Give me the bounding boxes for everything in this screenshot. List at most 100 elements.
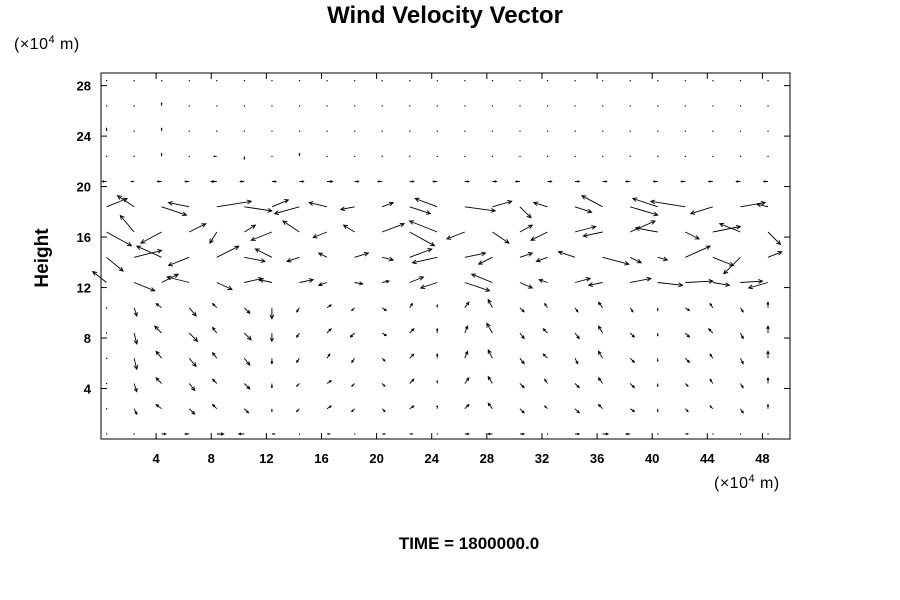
wind-vector-arrow bbox=[740, 408, 744, 414]
wind-vector-arrow bbox=[597, 403, 603, 410]
wind-vector-arrow bbox=[211, 351, 218, 359]
wind-vector-arrow bbox=[436, 303, 439, 308]
wind-vector-arrow bbox=[519, 224, 534, 233]
wind-vector-arrow bbox=[519, 408, 525, 414]
wind-vector-arrow bbox=[381, 332, 388, 337]
wind-vector-arrow bbox=[216, 282, 233, 290]
wind-vector-dot bbox=[519, 105, 521, 107]
wind-vector-arrow bbox=[519, 282, 534, 289]
wind-vector-arrow bbox=[188, 357, 197, 368]
wind-vector-arrow bbox=[299, 180, 305, 183]
wind-vector-arrow bbox=[464, 251, 487, 258]
wind-vector-arrow bbox=[723, 256, 741, 275]
wind-vector-arrow bbox=[464, 180, 470, 183]
wind-vector-arrow bbox=[270, 383, 274, 389]
wind-vector-arrow bbox=[492, 231, 510, 244]
wind-vector-arrow bbox=[327, 180, 334, 184]
wind-vector-arrow bbox=[409, 302, 413, 308]
wind-vector-arrow bbox=[432, 180, 438, 183]
wind-vector-arrow bbox=[160, 102, 163, 106]
wind-vector-arrow bbox=[582, 231, 603, 238]
y-tick-label: 24 bbox=[77, 129, 92, 144]
wind-vector-arrow bbox=[624, 432, 631, 436]
wind-vector-arrow bbox=[629, 332, 636, 338]
wind-vector-arrow bbox=[286, 256, 300, 263]
wind-vector-arrow bbox=[597, 377, 603, 384]
wind-vector-dot bbox=[216, 130, 218, 132]
wind-vector-dot bbox=[381, 80, 383, 82]
wind-vector-dot bbox=[326, 105, 328, 107]
wind-vector-dot bbox=[767, 155, 769, 157]
wind-vector-dot bbox=[574, 80, 576, 82]
wind-vector-arrow bbox=[435, 327, 439, 333]
wind-vector-dot bbox=[602, 105, 604, 107]
wind-vector-arrow bbox=[684, 332, 691, 338]
wind-vector-dot bbox=[629, 130, 631, 132]
wind-vector-arrow bbox=[317, 282, 328, 287]
wind-vector-dot bbox=[298, 433, 301, 435]
wind-vector-arrow bbox=[656, 408, 659, 413]
wind-vector-dot bbox=[464, 105, 466, 107]
wind-vector-arrow bbox=[409, 206, 432, 215]
wind-vector-dot bbox=[133, 105, 135, 107]
wind-vector-arrow bbox=[349, 332, 355, 338]
wind-vector-arrow bbox=[106, 231, 133, 247]
wind-vector-arrow bbox=[211, 403, 218, 410]
y-tick-label: 16 bbox=[77, 230, 91, 245]
wind-vector-dot bbox=[243, 105, 246, 107]
wind-vector-dot bbox=[712, 80, 714, 82]
wind-vector-dot bbox=[629, 80, 631, 82]
wind-vector-arrow bbox=[602, 256, 630, 266]
wind-vector-arrow bbox=[419, 282, 438, 290]
wind-vector-arrow bbox=[133, 307, 138, 317]
wind-vector-arrow bbox=[271, 199, 290, 208]
wind-vector-arrow bbox=[212, 155, 217, 158]
wind-vector-dot bbox=[106, 80, 108, 82]
wind-vector-dot bbox=[684, 155, 686, 157]
wind-vector-arrow bbox=[409, 328, 415, 334]
wind-vector-dot bbox=[602, 80, 604, 82]
wind-vector-arrow bbox=[519, 252, 534, 258]
time-label: TIME = 1800000.0 bbox=[399, 534, 539, 553]
wind-vector-dot bbox=[188, 80, 190, 82]
wind-vector-arrow bbox=[160, 152, 163, 157]
wind-vector-arrow bbox=[574, 357, 579, 365]
wind-vector-arrow bbox=[597, 325, 603, 334]
wind-vector-arrow bbox=[464, 206, 497, 213]
wind-vector-dot bbox=[546, 80, 549, 82]
wind-vector-dot bbox=[133, 433, 135, 435]
wind-vector-arrow bbox=[657, 282, 684, 288]
wind-vector-dot bbox=[519, 130, 521, 132]
wind-vector-dot bbox=[188, 105, 190, 107]
wind-vector-dot bbox=[106, 382, 108, 385]
wind-vector-dot bbox=[188, 155, 190, 157]
wind-vector-arrow bbox=[105, 127, 108, 132]
wind-vector-dot bbox=[409, 80, 411, 82]
wind-vector-arrow bbox=[445, 231, 465, 240]
wind-vector-dot bbox=[491, 155, 494, 157]
wind-vector-dot bbox=[298, 105, 301, 107]
wind-vector-dot bbox=[243, 130, 246, 132]
wind-vector-arrow bbox=[436, 404, 439, 409]
wind-vector-arrow bbox=[597, 301, 603, 308]
wind-vector-arrow bbox=[709, 302, 714, 308]
wind-vector-dot bbox=[519, 80, 521, 82]
wind-vector-arrow bbox=[519, 307, 525, 313]
wind-vector-dot bbox=[491, 130, 494, 132]
wind-vector-arrow bbox=[538, 278, 548, 283]
wind-vector-arrow bbox=[188, 408, 196, 415]
wind-vector-dot bbox=[326, 130, 328, 132]
wind-vector-arrow bbox=[492, 180, 498, 183]
wind-vector-arrow bbox=[269, 307, 275, 320]
wind-vector-arrow bbox=[487, 432, 493, 436]
wind-vector-arrow bbox=[155, 403, 162, 410]
wind-vector-arrow bbox=[649, 199, 686, 208]
wind-vector-arrow bbox=[209, 231, 218, 244]
wind-vector-dot bbox=[629, 155, 631, 157]
wind-vector-arrow bbox=[312, 231, 328, 239]
wind-vector-dot bbox=[188, 130, 190, 132]
y-tick-label: 28 bbox=[77, 79, 91, 94]
wind-vector-dot bbox=[546, 130, 549, 132]
wind-vector-dot bbox=[436, 433, 438, 435]
wind-vector-arrow bbox=[133, 408, 138, 416]
